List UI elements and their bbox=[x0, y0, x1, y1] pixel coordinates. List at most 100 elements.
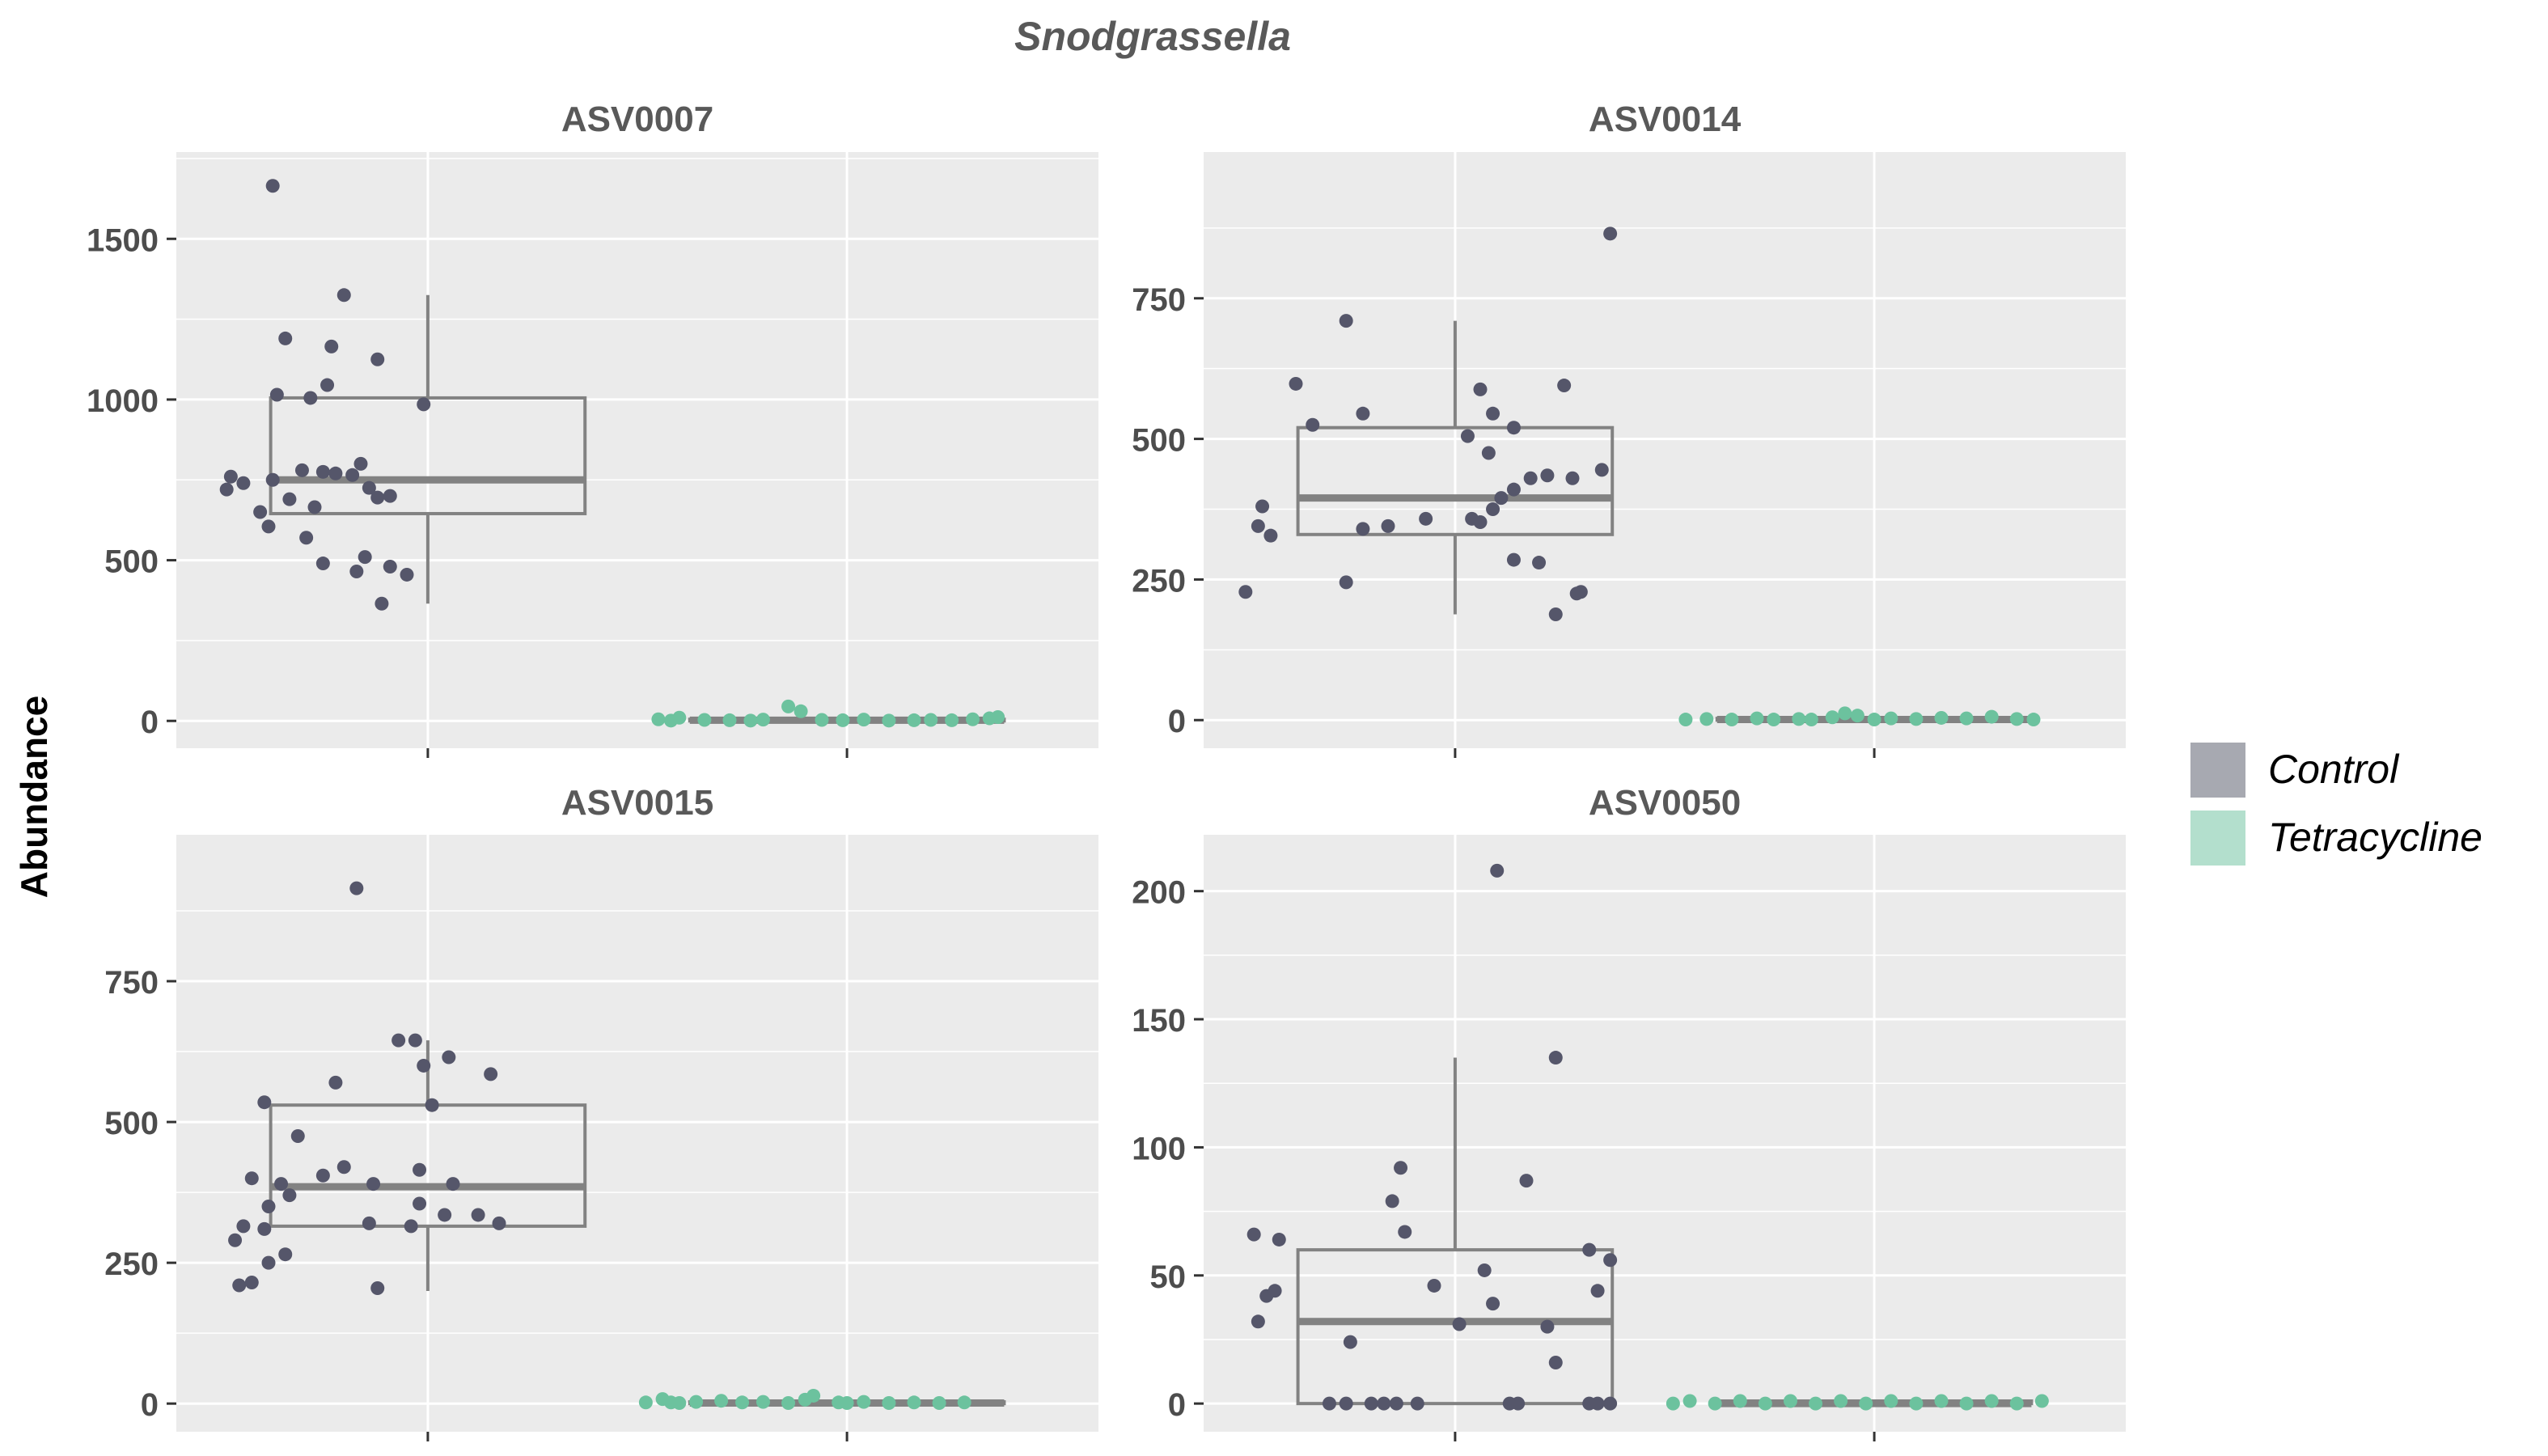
point-control bbox=[413, 1162, 427, 1177]
point-control bbox=[1473, 514, 1488, 529]
point-tetracycline bbox=[1959, 711, 1974, 726]
point-control bbox=[375, 596, 389, 611]
point-tetracycline bbox=[2009, 1396, 2024, 1411]
point-tetracycline bbox=[1792, 712, 1806, 726]
point-control bbox=[1603, 1396, 1618, 1411]
point-control bbox=[1548, 1355, 1563, 1369]
point-control bbox=[1398, 1225, 1412, 1239]
point-control bbox=[1590, 1284, 1605, 1298]
point-tetracycline bbox=[966, 712, 980, 726]
point-tetracycline bbox=[1984, 709, 1999, 724]
point-control bbox=[1339, 314, 1353, 328]
point-control bbox=[1540, 1319, 1555, 1334]
point-control bbox=[492, 1216, 506, 1230]
point-control bbox=[315, 1168, 330, 1183]
point-control bbox=[1481, 446, 1496, 460]
point-control bbox=[1289, 376, 1303, 391]
point-control bbox=[269, 387, 284, 402]
point-control bbox=[1506, 552, 1521, 567]
point-control bbox=[328, 466, 343, 480]
point-control bbox=[1356, 406, 1370, 421]
point-control bbox=[278, 1247, 293, 1262]
point-control bbox=[1385, 1194, 1399, 1208]
point-tetracycline bbox=[697, 713, 712, 727]
point-control bbox=[1272, 1232, 1286, 1246]
y-tick-label: 1000 bbox=[87, 383, 159, 419]
point-control bbox=[1486, 406, 1500, 421]
point-control bbox=[261, 519, 276, 534]
point-tetracycline bbox=[1867, 713, 1881, 727]
point-control bbox=[1486, 1297, 1500, 1311]
point-tetracycline bbox=[1678, 713, 1693, 727]
point-control bbox=[236, 476, 251, 490]
point-control bbox=[413, 1196, 427, 1211]
panel-background bbox=[176, 835, 1098, 1432]
point-control bbox=[244, 1276, 259, 1289]
point-control bbox=[345, 468, 360, 482]
point-control bbox=[290, 1128, 305, 1143]
point-control bbox=[1255, 499, 1270, 514]
point-tetracycline bbox=[2026, 713, 2041, 727]
point-control bbox=[471, 1208, 485, 1222]
y-tick-label: 500 bbox=[1132, 423, 1186, 459]
point-tetracycline bbox=[1783, 1394, 1797, 1408]
point-control bbox=[349, 564, 364, 578]
point-control bbox=[417, 1058, 431, 1073]
point-tetracycline bbox=[1750, 711, 1764, 726]
point-control bbox=[1511, 1396, 1526, 1411]
point-tetracycline bbox=[991, 709, 1005, 724]
point-tetracycline bbox=[722, 713, 737, 727]
panel-asv0014: 0 250 500 750 ASV0014 bbox=[1132, 99, 2126, 758]
point-control bbox=[1486, 502, 1500, 517]
point-control bbox=[400, 567, 414, 582]
point-control bbox=[307, 500, 322, 514]
panel-background bbox=[176, 152, 1098, 748]
panel-title: ASV0014 bbox=[1589, 99, 1742, 139]
panel-title: ASV0015 bbox=[561, 783, 713, 823]
point-tetracycline bbox=[743, 713, 758, 728]
box-iqr bbox=[269, 396, 587, 515]
point-tetracycline bbox=[638, 1395, 653, 1410]
point-tetracycline bbox=[663, 1395, 678, 1410]
point-control bbox=[282, 492, 297, 506]
point-control bbox=[1490, 863, 1505, 878]
point-control bbox=[404, 1219, 418, 1234]
point-control bbox=[336, 1160, 351, 1175]
legend-label-tetracycline: Tetracycline bbox=[2268, 815, 2482, 860]
point-control bbox=[1603, 226, 1618, 241]
point-control bbox=[349, 881, 364, 895]
point-control bbox=[358, 550, 372, 565]
point-tetracycline bbox=[1959, 1396, 1974, 1411]
y-tick-label: 750 bbox=[1132, 282, 1186, 318]
point-tetracycline bbox=[815, 713, 829, 727]
point-control bbox=[1594, 463, 1609, 477]
point-tetracycline bbox=[1884, 1394, 1898, 1408]
panels-group: 050010001500ASV00070250500750ASV00140250… bbox=[87, 99, 2126, 1441]
point-tetracycline bbox=[2034, 1394, 2049, 1408]
point-control bbox=[294, 463, 309, 477]
box-iqr bbox=[1296, 1248, 1615, 1406]
point-tetracycline bbox=[836, 713, 850, 727]
point-control bbox=[1394, 1161, 1408, 1175]
y-tick-label: 0 bbox=[141, 1387, 159, 1423]
point-control bbox=[1410, 1396, 1424, 1411]
point-control bbox=[299, 531, 314, 545]
box-iqr bbox=[1296, 425, 1615, 536]
point-tetracycline bbox=[957, 1395, 971, 1410]
point-tetracycline bbox=[1834, 1394, 1848, 1408]
point-tetracycline bbox=[857, 713, 871, 727]
point-control bbox=[282, 1188, 297, 1203]
point-tetracycline bbox=[907, 713, 921, 727]
point-control bbox=[1460, 429, 1475, 443]
point-control bbox=[1343, 1335, 1357, 1349]
point-control bbox=[425, 1098, 439, 1112]
point-control bbox=[1339, 575, 1353, 590]
point-tetracycline bbox=[1682, 1394, 1697, 1408]
y-tick-label: 0 bbox=[141, 705, 159, 740]
point-tetracycline bbox=[2009, 712, 2024, 726]
point-tetracycline bbox=[756, 1395, 770, 1409]
point-control bbox=[1306, 417, 1320, 432]
point-tetracycline bbox=[1758, 1396, 1772, 1411]
point-control bbox=[1356, 522, 1370, 536]
point-tetracycline bbox=[1725, 713, 1739, 727]
